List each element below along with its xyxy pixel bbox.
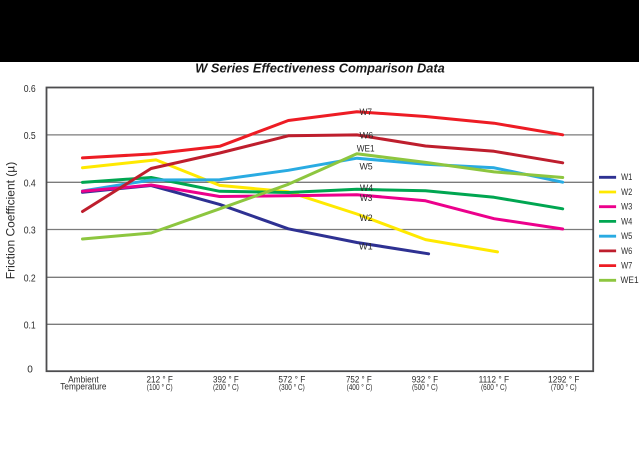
svg-text:WE1: WE1 [357, 143, 375, 154]
svg-text:W6: W6 [621, 246, 632, 256]
svg-text:392 ° F: 392 ° F [213, 374, 239, 384]
svg-text:(300 ° C): (300 ° C) [279, 383, 305, 392]
svg-text:W2: W2 [360, 213, 373, 224]
svg-text:932 ° F: 932 ° F [412, 374, 439, 384]
svg-text:0: 0 [27, 364, 33, 375]
svg-text:Friction Coefficient (µ): Friction Coefficient (µ) [4, 162, 18, 279]
svg-text:WE1: WE1 [621, 275, 639, 285]
svg-text:W7: W7 [360, 107, 373, 118]
svg-text:(700 ° C): (700 ° C) [551, 383, 577, 392]
svg-text:(100 ° C): (100 ° C) [147, 383, 173, 392]
svg-text:0.2: 0.2 [24, 274, 36, 285]
svg-text:0.4: 0.4 [24, 179, 36, 190]
svg-text:W5: W5 [360, 162, 373, 173]
svg-text:W3: W3 [360, 193, 373, 204]
svg-text:W5: W5 [621, 231, 632, 241]
svg-text:0.5: 0.5 [24, 131, 36, 142]
svg-text:752 ° F: 752 ° F [346, 374, 372, 384]
svg-text:W4: W4 [621, 216, 632, 226]
svg-text:W1: W1 [621, 172, 632, 182]
svg-text:(400 ° C): (400 ° C) [347, 383, 373, 392]
svg-text:W Series Effectiveness Compari: W Series Effectiveness Comparison Data [195, 61, 444, 76]
svg-text:572 ° F: 572 ° F [278, 374, 305, 384]
svg-text:0.1: 0.1 [24, 321, 36, 332]
svg-text:W6: W6 [360, 131, 374, 142]
svg-text:1292 ° F: 1292 ° F [548, 374, 580, 384]
svg-text:Ambient: Ambient [68, 374, 99, 384]
svg-text:W3: W3 [621, 202, 632, 212]
svg-text:0.3: 0.3 [24, 226, 36, 237]
svg-text:(200 ° C): (200 ° C) [213, 383, 239, 392]
svg-text:(600 ° C): (600 ° C) [481, 383, 507, 392]
svg-text:Temperature: Temperature [60, 382, 106, 392]
svg-text:W7: W7 [621, 261, 632, 271]
svg-text:W4: W4 [360, 183, 373, 194]
svg-text:(500 ° C): (500 ° C) [412, 383, 438, 392]
svg-text:212 ° F: 212 ° F [147, 374, 174, 384]
svg-text:W2: W2 [621, 187, 632, 197]
svg-text:0.6: 0.6 [24, 84, 36, 95]
svg-text:1112 ° F: 1112 ° F [479, 374, 510, 384]
svg-text:W1: W1 [359, 241, 373, 252]
